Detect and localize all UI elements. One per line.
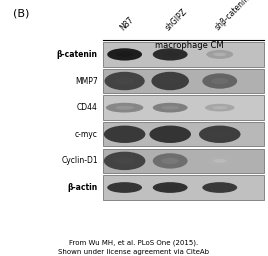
- Ellipse shape: [114, 157, 135, 165]
- Ellipse shape: [209, 131, 230, 138]
- Ellipse shape: [116, 52, 133, 57]
- Text: MMP7: MMP7: [75, 77, 98, 86]
- Text: (B): (B): [13, 9, 30, 19]
- Ellipse shape: [106, 103, 143, 113]
- Ellipse shape: [206, 156, 233, 166]
- Ellipse shape: [150, 126, 191, 143]
- Ellipse shape: [105, 72, 145, 90]
- Ellipse shape: [213, 159, 226, 163]
- Bar: [103, 95, 264, 120]
- Ellipse shape: [161, 52, 179, 57]
- Ellipse shape: [212, 106, 227, 109]
- Ellipse shape: [151, 72, 189, 90]
- Ellipse shape: [199, 126, 241, 143]
- Bar: [103, 175, 264, 200]
- Text: shβ-catenin: shβ-catenin: [213, 0, 252, 32]
- Ellipse shape: [213, 53, 226, 56]
- Ellipse shape: [153, 182, 188, 193]
- Ellipse shape: [206, 50, 233, 59]
- Text: β-actin: β-actin: [68, 183, 98, 192]
- Ellipse shape: [153, 153, 188, 169]
- Ellipse shape: [153, 48, 188, 61]
- Ellipse shape: [153, 103, 188, 113]
- Ellipse shape: [115, 106, 134, 110]
- Ellipse shape: [160, 131, 181, 138]
- Ellipse shape: [116, 185, 133, 190]
- Ellipse shape: [114, 131, 135, 138]
- Text: CD44: CD44: [77, 103, 98, 112]
- Ellipse shape: [202, 182, 237, 193]
- Text: c-myc: c-myc: [75, 130, 98, 139]
- Ellipse shape: [161, 77, 180, 85]
- Ellipse shape: [202, 73, 237, 89]
- Ellipse shape: [107, 48, 142, 61]
- Text: macrophage CM: macrophage CM: [155, 41, 223, 50]
- Ellipse shape: [161, 185, 179, 190]
- Ellipse shape: [161, 106, 179, 110]
- Bar: [103, 69, 264, 93]
- Ellipse shape: [107, 182, 142, 193]
- Ellipse shape: [205, 104, 234, 112]
- Ellipse shape: [115, 77, 135, 85]
- Text: From Wu MH, et al. PLoS One (2015).
Shown under license agreement via CiteAb: From Wu MH, et al. PLoS One (2015). Show…: [58, 240, 210, 255]
- Bar: [103, 122, 264, 146]
- Ellipse shape: [211, 78, 228, 84]
- Text: N87: N87: [118, 15, 136, 32]
- Text: shGIPZ: shGIPZ: [164, 7, 189, 32]
- Ellipse shape: [211, 185, 228, 190]
- Ellipse shape: [104, 152, 146, 170]
- Bar: [103, 42, 264, 67]
- Text: β-catenin: β-catenin: [57, 50, 98, 59]
- Ellipse shape: [161, 158, 179, 164]
- Bar: [103, 149, 264, 173]
- Text: Cyclin-D1: Cyclin-D1: [61, 156, 98, 165]
- Ellipse shape: [104, 126, 146, 143]
